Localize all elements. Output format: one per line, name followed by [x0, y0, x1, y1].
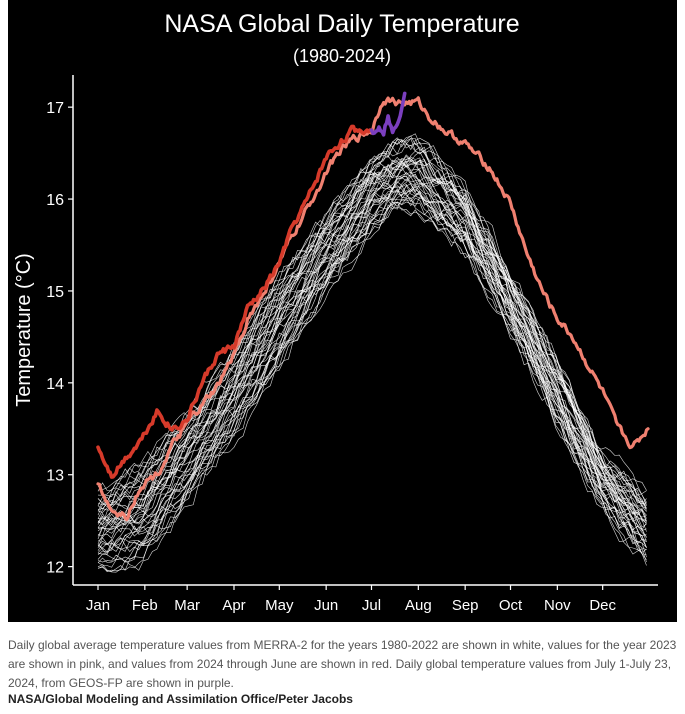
y-tick-label: 14 [46, 376, 64, 393]
y-axis-label: Temperature (°C) [13, 253, 35, 407]
x-tick-label: Mar [174, 597, 200, 614]
historical-year-line [97, 192, 647, 564]
historical-year-line [97, 175, 647, 530]
chart-caption: Daily global average temperature values … [8, 638, 677, 690]
series-july-2024-line [369, 91, 407, 137]
y-tick-label: 17 [46, 100, 64, 117]
historical-year-line [97, 133, 647, 506]
x-tick-label: Sep [452, 597, 479, 614]
historical-year-line [97, 196, 647, 556]
historical-year-line [97, 156, 647, 526]
historical-year-line [97, 183, 647, 552]
historical-year-line [97, 142, 647, 506]
image-credit: NASA/Global Modeling and Assimilation Of… [8, 692, 353, 706]
historical-year-line [97, 165, 647, 523]
historical-year-line [97, 161, 647, 532]
x-tick-label: Dec [589, 597, 616, 614]
historical-year-line [97, 137, 647, 496]
historical-year-line [97, 159, 647, 525]
chart-title: NASA Global Daily Temperature [164, 10, 519, 38]
x-tick-label: Feb [132, 597, 158, 614]
historical-year-line [97, 182, 647, 545]
historical-year-line [97, 178, 647, 532]
historical-year-line [97, 207, 647, 572]
temperature-chart: NASA Global Daily Temperature (1980-2024)… [13, 10, 658, 614]
y-tick-label: 15 [46, 284, 64, 301]
x-tick-label: May [265, 597, 294, 614]
x-tick-label: Jan [86, 597, 110, 614]
y-tick-label: 16 [46, 192, 64, 209]
historical-year-line [97, 197, 647, 572]
historical-year-line [97, 199, 647, 573]
x-tick-label: Jul [362, 597, 381, 614]
chart-subtitle: (1980-2024) [293, 46, 391, 66]
x-tick-label: Apr [222, 597, 245, 614]
chart-panel: NASA Global Daily Temperature (1980-2024)… [8, 0, 677, 622]
historical-year-line [97, 159, 647, 516]
historical-year-line [97, 197, 647, 560]
series-2024-line [96, 124, 374, 479]
historical-year-line [97, 154, 647, 525]
historical-year-line [97, 151, 647, 510]
x-tick-label: Aug [405, 597, 432, 614]
historical-year-line [97, 201, 647, 568]
historical-year-line [97, 172, 647, 542]
historical-year-line [97, 180, 647, 553]
historical-year-line [97, 159, 647, 526]
x-tick-label: Oct [499, 597, 523, 614]
x-tick-label: Jun [314, 597, 338, 614]
historical-year-line [97, 158, 647, 519]
historical-year-line [97, 166, 647, 537]
y-tick-label: 12 [46, 560, 64, 577]
x-tick-label: Nov [544, 597, 571, 614]
y-tick-label: 13 [46, 468, 64, 485]
historical-year-line [97, 176, 647, 540]
